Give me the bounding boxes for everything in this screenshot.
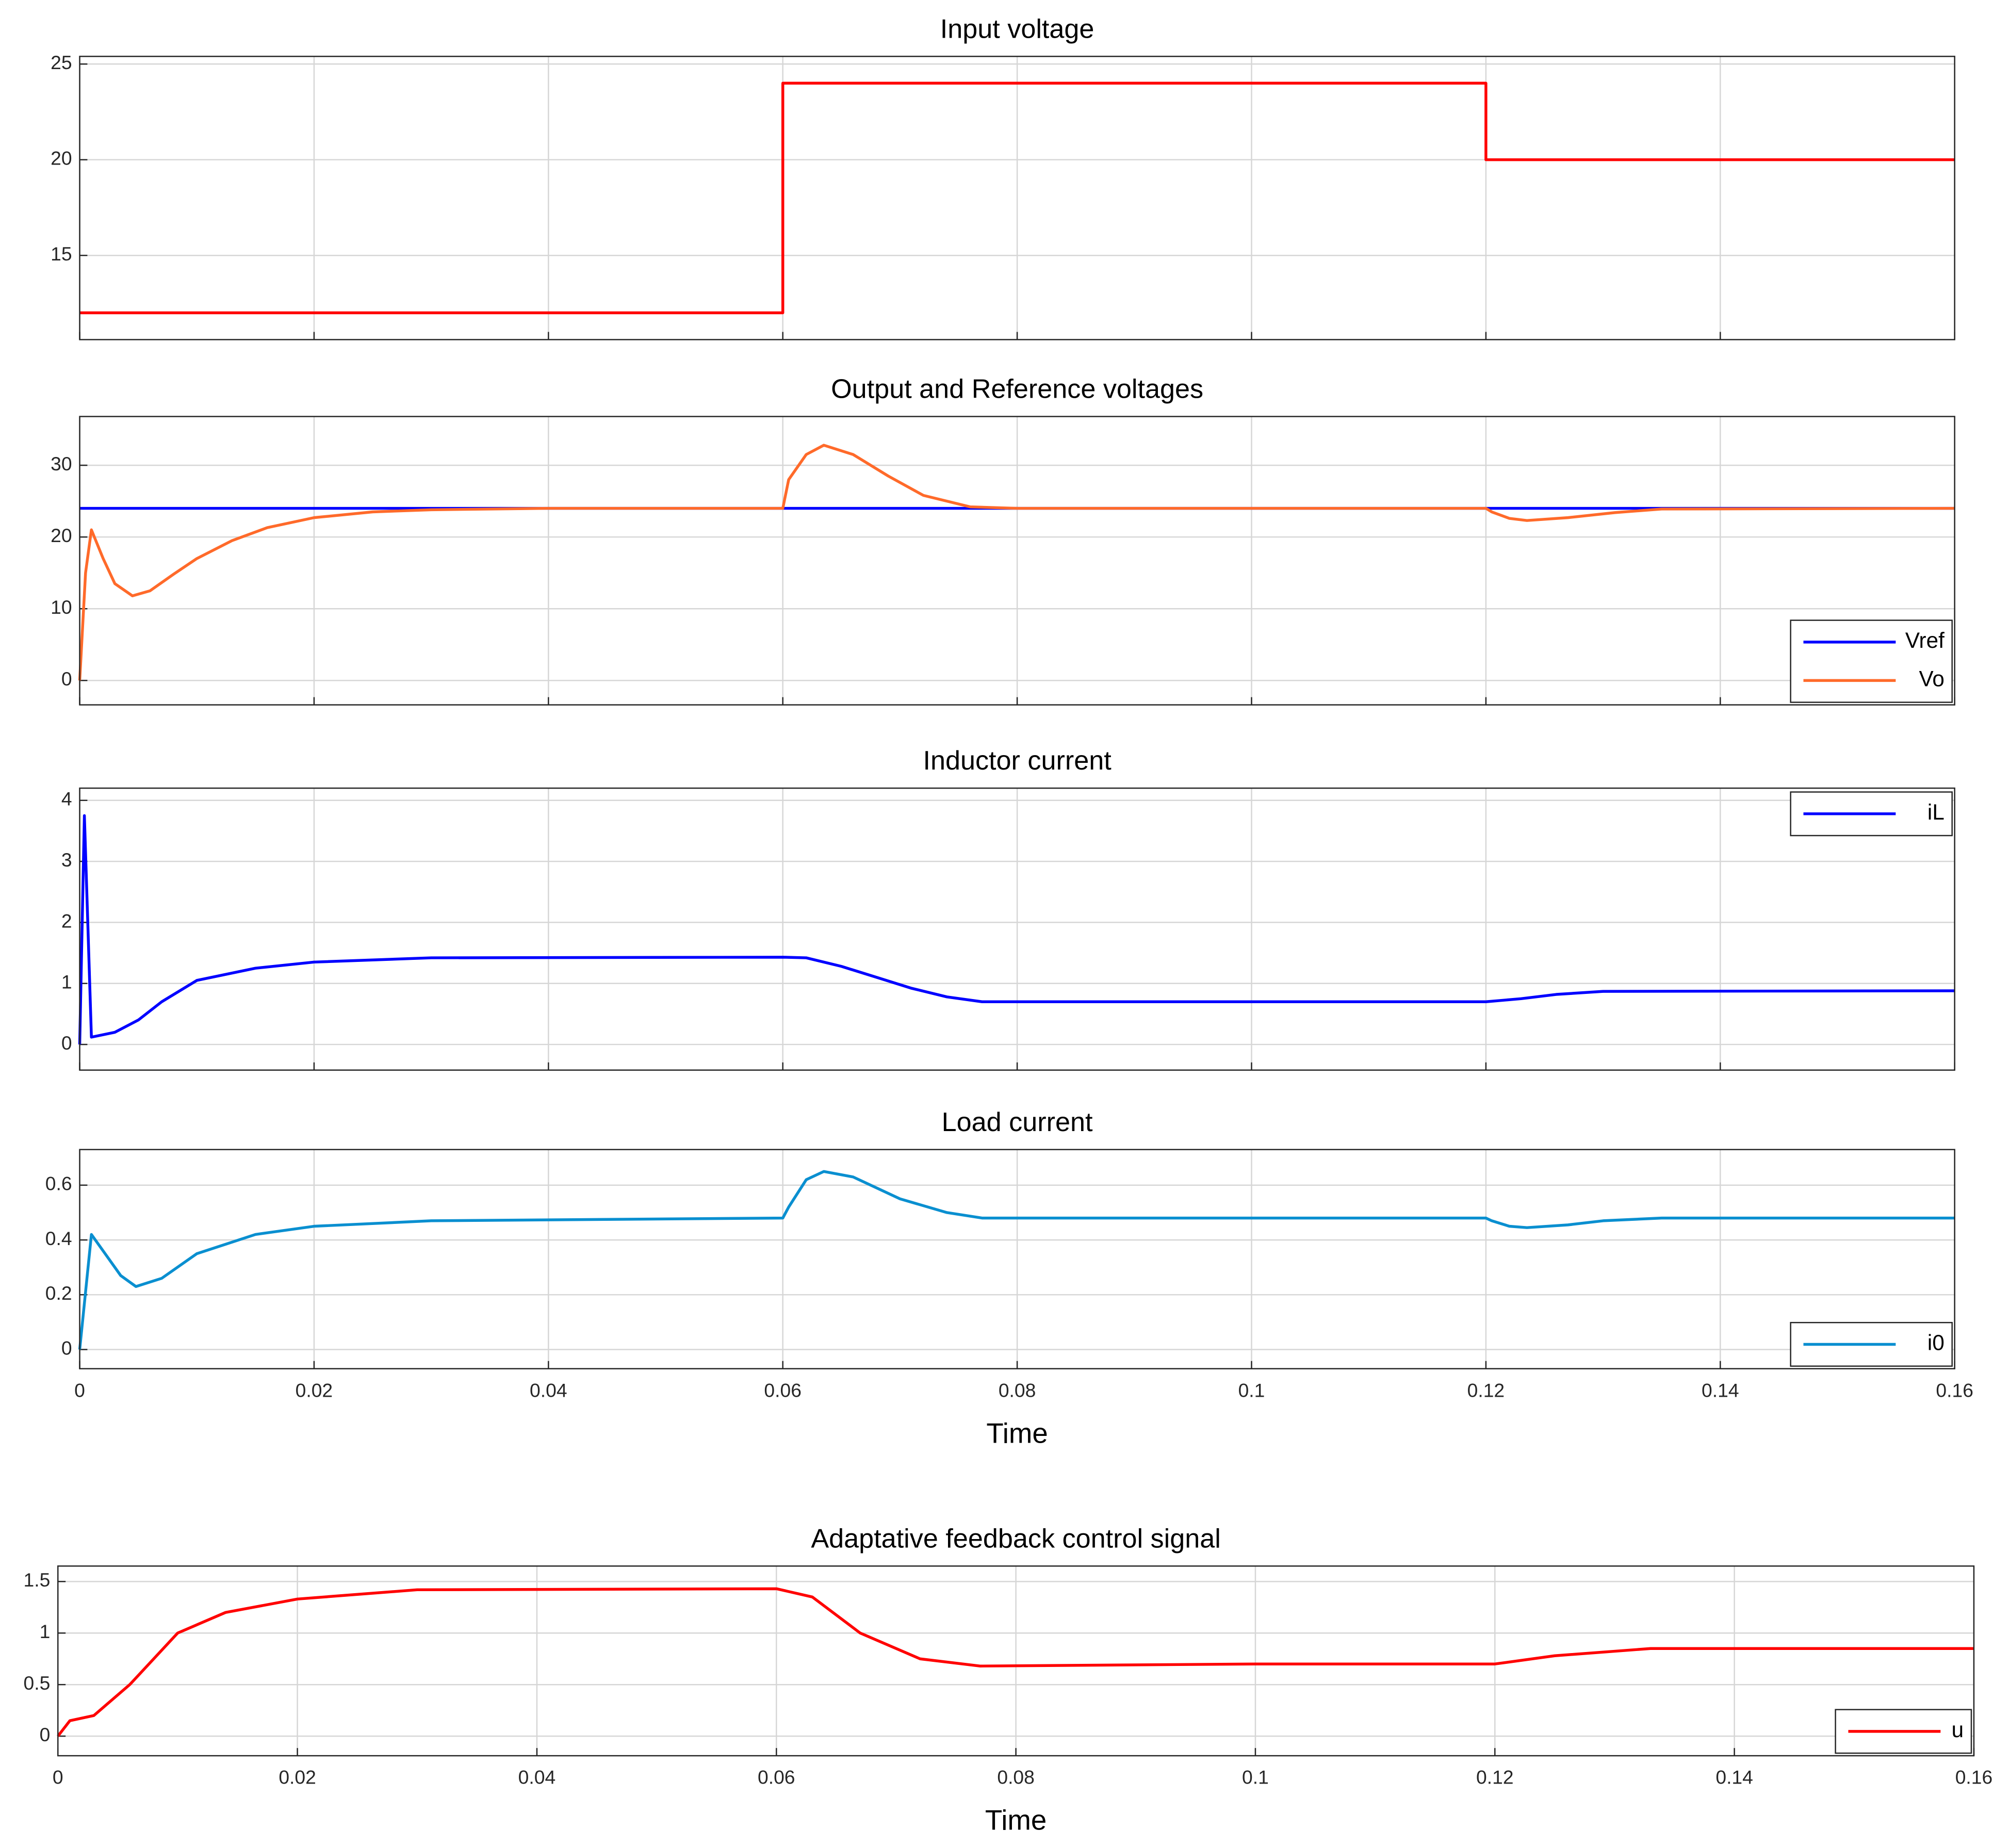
axes-frame: [79, 787, 1955, 1071]
chart-title: Load current: [942, 1107, 1093, 1137]
y-tick-label: 25: [51, 52, 72, 73]
y-tick-label: 0.6: [45, 1173, 72, 1195]
y-tick-label: 0.4: [45, 1228, 72, 1249]
legend-label: Vref: [1905, 628, 1944, 652]
x-tick-label: 0.16: [1936, 1379, 1973, 1401]
y-tick-label: 1: [40, 1621, 51, 1642]
x-tick-label: 0.1: [1242, 1767, 1269, 1788]
y-tick-label: 0: [61, 1032, 72, 1054]
legend-box: [1790, 619, 1953, 703]
x-tick-label: 0.02: [296, 1379, 333, 1401]
x-tick-label: 0: [53, 1767, 63, 1788]
axes-frame: [57, 1565, 1975, 1757]
x-tick-label: 0.12: [1467, 1379, 1505, 1401]
x-tick-label: 0.06: [758, 1767, 795, 1788]
x-tick-label: 0.16: [1955, 1767, 1993, 1788]
y-tick-label: 2: [61, 910, 72, 931]
x-tick-label: 0: [74, 1379, 85, 1401]
y-tick-label: 0: [40, 1724, 51, 1745]
x-tick-label: 0.08: [999, 1379, 1036, 1401]
axes-frame: [79, 1149, 1955, 1369]
chart-title: Output and Reference voltages: [831, 374, 1203, 404]
y-tick-label: 0: [61, 668, 72, 690]
y-tick-label: 30: [51, 453, 72, 475]
series-line: [57, 1587, 1974, 1737]
x-tick-label: 0.04: [530, 1379, 567, 1401]
y-tick-label: 4: [61, 788, 72, 810]
y-tick-label: 0: [61, 1337, 72, 1359]
y-tick-label: 20: [51, 525, 72, 546]
series-line: [78, 1170, 1955, 1350]
legend-label: Vo: [1919, 667, 1944, 691]
legend-label: iL: [1927, 800, 1944, 824]
y-tick-label: 1: [61, 971, 72, 993]
chart-title: Inductor current: [923, 746, 1112, 776]
chart-title: Adaptative feedback control signal: [811, 1524, 1220, 1553]
chart-title: Input voltage: [940, 14, 1094, 44]
x-tick-label: 0.1: [1238, 1379, 1265, 1401]
y-tick-label: 10: [51, 596, 72, 618]
series-line: [79, 81, 1955, 315]
y-tick-label: 15: [51, 243, 72, 265]
y-tick-label: 20: [51, 148, 72, 169]
axes-frame: [79, 56, 1955, 340]
legend-label: u: [1952, 1718, 1964, 1742]
axes-frame: [79, 416, 1955, 706]
y-tick-label: 1.5: [24, 1569, 51, 1591]
x-tick-label: 0.14: [1702, 1379, 1739, 1401]
y-tick-label: 0.5: [24, 1672, 51, 1694]
x-tick-label: 0.04: [518, 1767, 556, 1788]
x-tick-label: 0.06: [764, 1379, 802, 1401]
y-tick-label: 3: [61, 849, 72, 871]
y-tick-label: 0.2: [45, 1282, 72, 1304]
x-tick-label: 0.12: [1476, 1767, 1514, 1788]
series-line: [78, 814, 1955, 1045]
x-axis-label: Time: [985, 1805, 1047, 1836]
x-tick-label: 0.08: [997, 1767, 1035, 1788]
series-line: [78, 444, 1955, 681]
legend-label: i0: [1927, 1331, 1944, 1355]
x-axis-label: Time: [986, 1417, 1048, 1449]
x-tick-label: 0.14: [1715, 1767, 1753, 1788]
x-tick-label: 0.02: [279, 1767, 316, 1788]
